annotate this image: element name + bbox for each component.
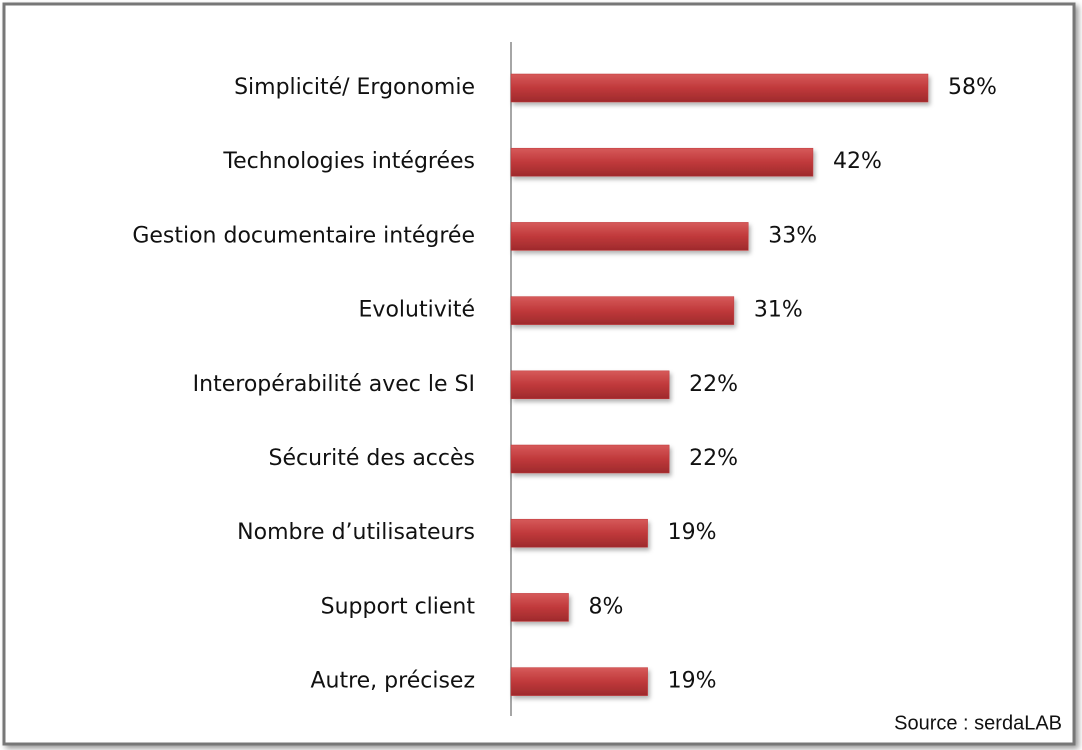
value-label: 19% — [668, 520, 717, 545]
bar — [510, 73, 929, 103]
value-label: 42% — [833, 149, 882, 174]
bar — [510, 518, 648, 548]
bar — [510, 296, 735, 325]
category-label: Gestion documentaire intégrée — [132, 223, 475, 248]
category-label: Evolutivité — [359, 298, 475, 323]
value-label: 22% — [689, 372, 738, 397]
value-label: 8% — [589, 594, 624, 619]
value-label: 31% — [754, 298, 803, 323]
source-note: Source : serdaLAB — [894, 712, 1062, 734]
category-label: Nombre d’utilisateurs — [237, 520, 475, 545]
category-label: Sécurité des accès — [269, 446, 475, 471]
category-label: Interopérabilité avec le SI — [193, 372, 475, 397]
bar — [510, 370, 670, 400]
bar — [510, 147, 814, 177]
category-label: Simplicité/ Ergonomie — [234, 75, 475, 100]
value-label: 22% — [689, 446, 738, 471]
value-label: 33% — [768, 223, 817, 248]
value-label: 58% — [948, 75, 997, 100]
bar — [510, 593, 569, 622]
bar — [510, 667, 648, 696]
category-label: Technologies intégrées — [222, 149, 475, 174]
value-label: 19% — [668, 669, 717, 694]
category-label: Support client — [321, 594, 476, 619]
category-label: Autre, précisez — [310, 669, 475, 694]
bar — [510, 222, 749, 251]
bar — [510, 444, 670, 474]
